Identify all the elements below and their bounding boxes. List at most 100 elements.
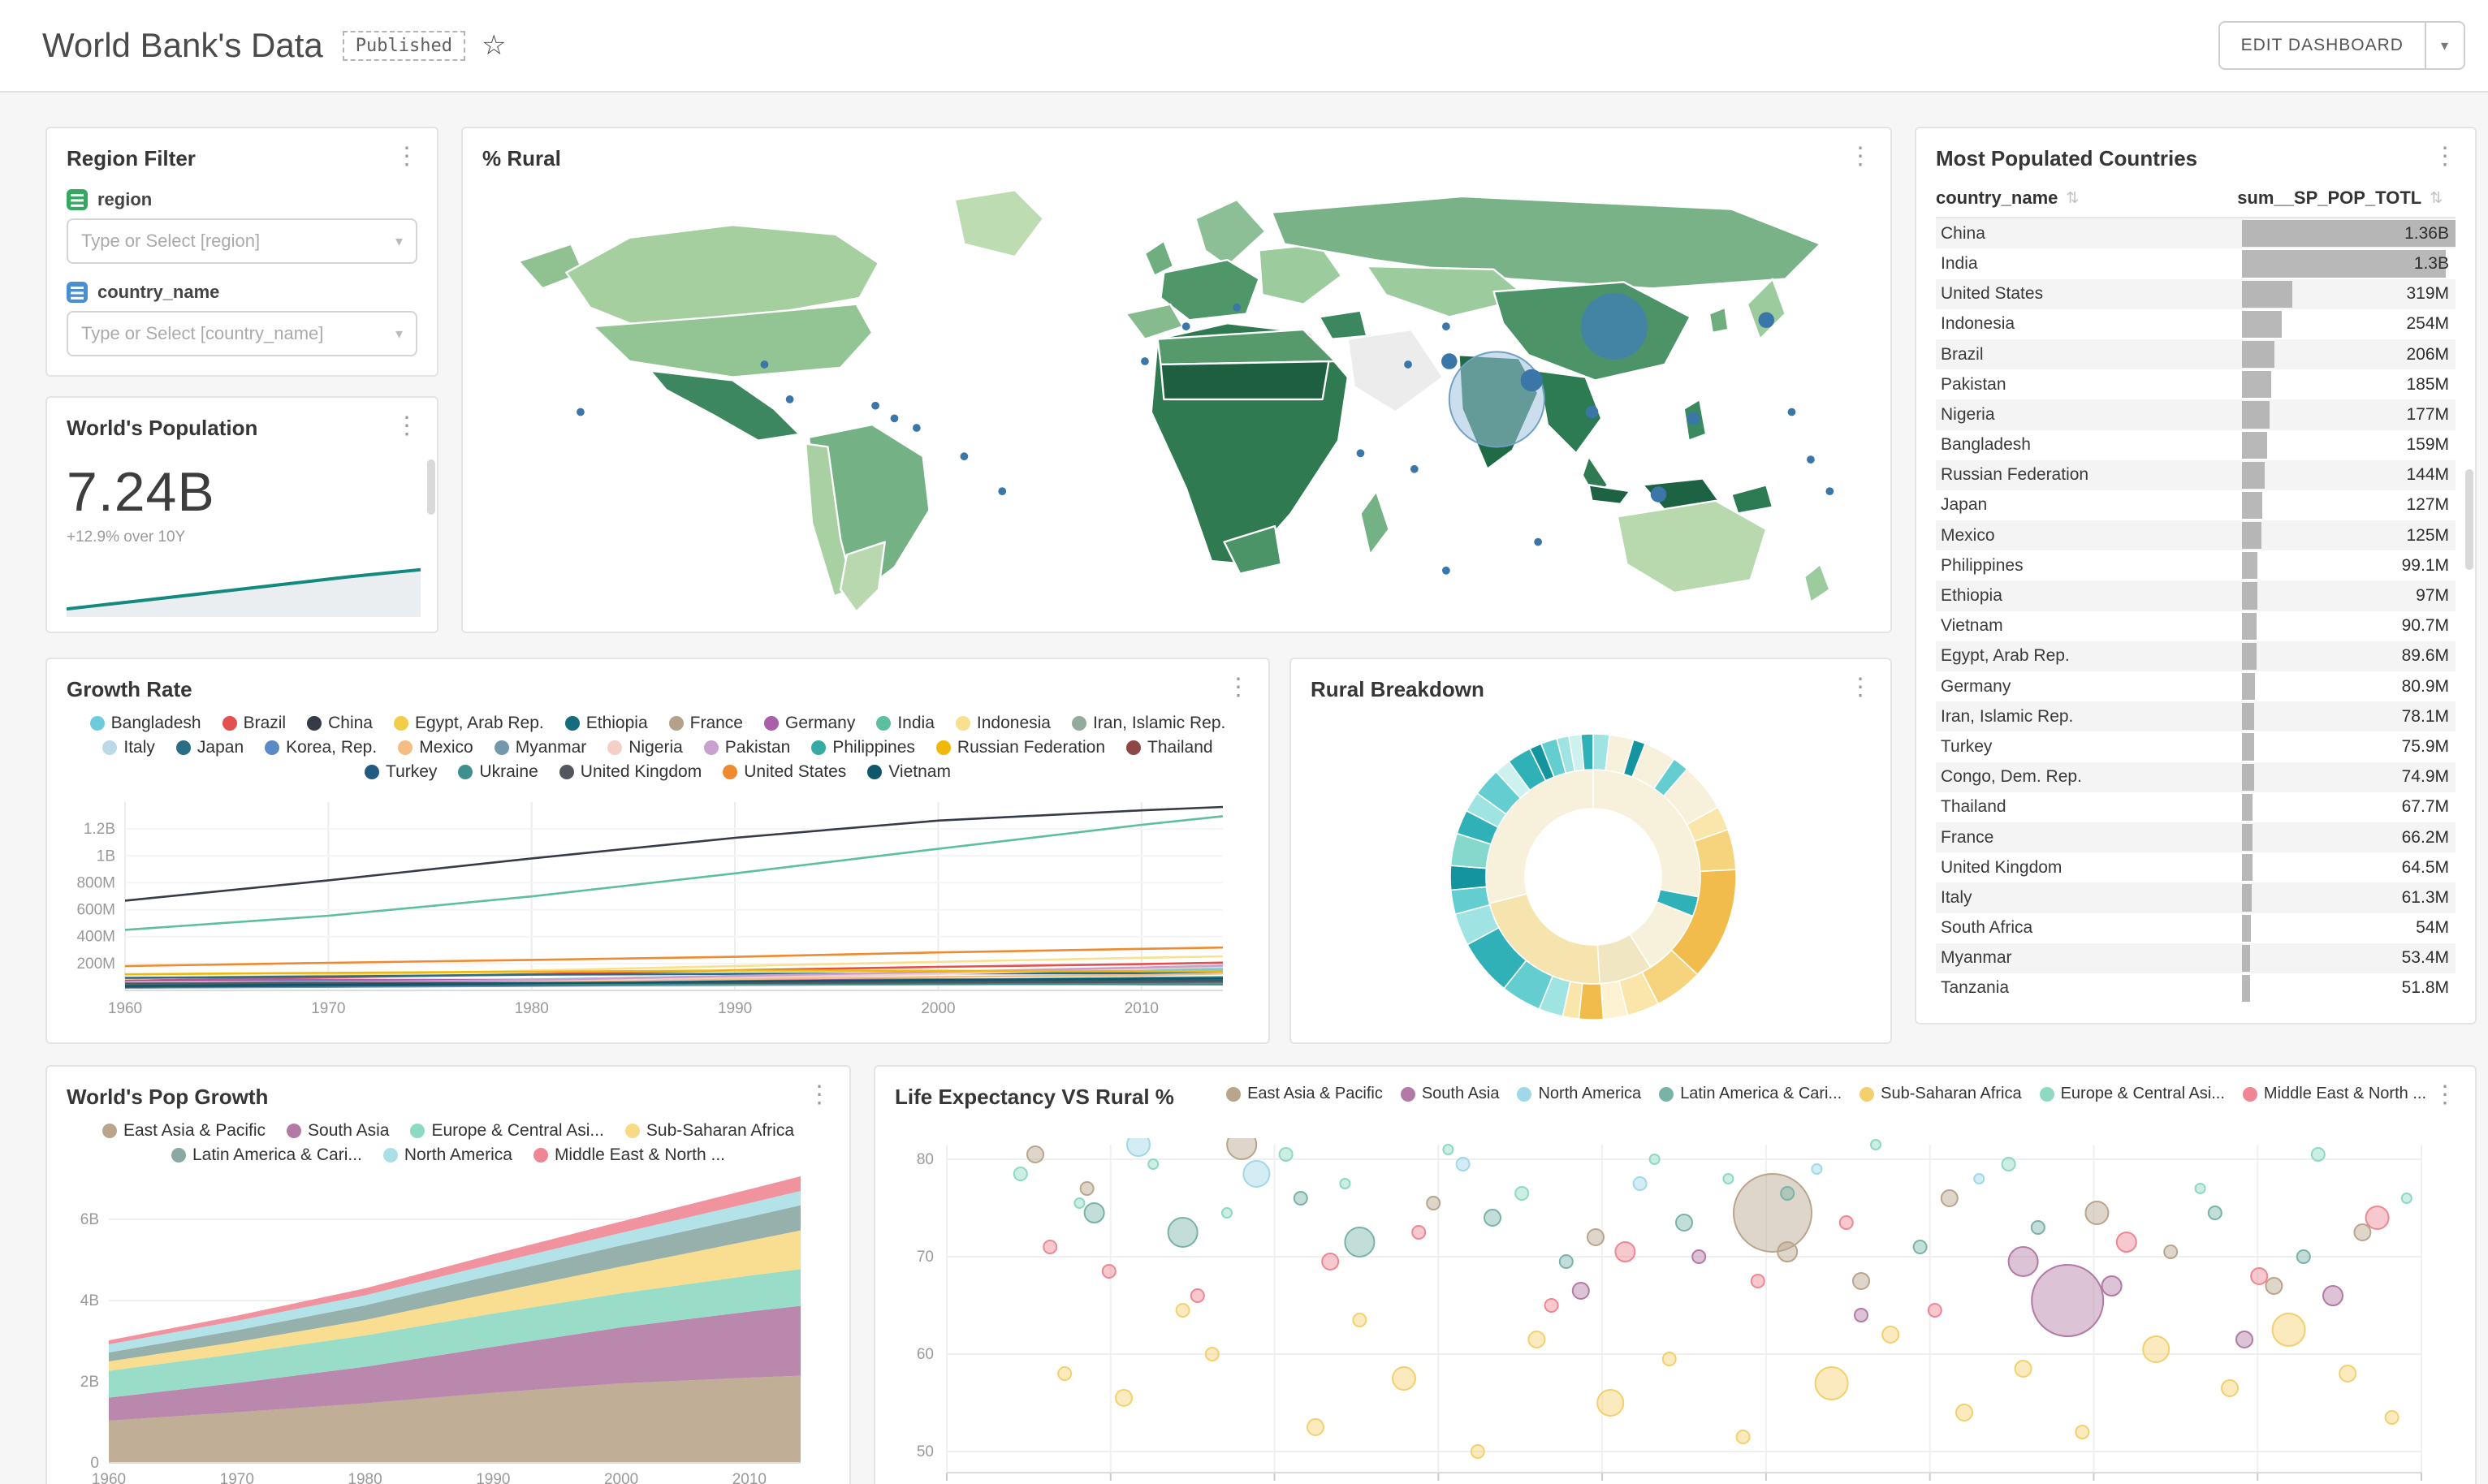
more-options-icon[interactable]: ⋮ (807, 1081, 831, 1108)
legend-item[interactable]: Sub-Saharan Africa (1860, 1085, 2022, 1103)
legend-label: Egypt, Arab Rep. (414, 714, 544, 733)
legend-item[interactable]: Brazil (222, 714, 286, 733)
value-bar (2242, 522, 2262, 550)
more-options-icon[interactable]: ⋮ (2433, 1081, 2457, 1108)
legend-item[interactable]: South Asia (1400, 1085, 1499, 1103)
legend-item[interactable]: North America (382, 1145, 512, 1165)
more-options-icon[interactable]: ⋮ (395, 412, 419, 439)
scrollbar[interactable] (427, 459, 435, 515)
table-row: Mexico 125M (1936, 520, 2456, 551)
value-bar (2242, 582, 2257, 610)
legend-label: Myanmar (515, 738, 587, 757)
rural-map-card: % Rural ⋮ (461, 127, 1892, 633)
favorite-star-icon[interactable]: ☆ (481, 30, 507, 61)
population-sparkline-chart[interactable] (66, 554, 421, 619)
legend-item[interactable]: South Asia (287, 1121, 389, 1141)
legend-item[interactable]: Egypt, Arab Rep. (393, 714, 544, 733)
legend-item[interactable]: Indonesia (955, 714, 1051, 733)
more-options-icon[interactable]: ⋮ (1848, 143, 1872, 170)
legend-item[interactable]: Sub-Saharan Africa (624, 1121, 794, 1141)
growth-rate-legend: Bangladesh Brazil China Egypt, Arab Rep. Eth… (67, 714, 1249, 782)
svg-text:1.2B: 1.2B (84, 821, 115, 838)
legend-swatch-icon (955, 716, 970, 731)
legend-item[interactable]: Russian Federation (935, 738, 1105, 757)
value-bar (2242, 673, 2255, 701)
legend-item[interactable]: Nigeria (607, 738, 683, 757)
column-header[interactable]: country_name (1936, 188, 2058, 209)
svg-text:2000: 2000 (921, 1000, 955, 1017)
life-expectancy-chart[interactable]: 80 70 60 50 (875, 1129, 2439, 1484)
sort-icon[interactable]: ⇅ (2066, 189, 2080, 207)
value-bar (2242, 884, 2252, 912)
legend-swatch-icon (307, 716, 322, 731)
legend-item[interactable]: Latin America & Cari... (1659, 1085, 1842, 1103)
legend-label: East Asia & Pacific (123, 1121, 266, 1141)
scrollbar[interactable] (2465, 469, 2473, 570)
sort-icon[interactable]: ⇅ (2430, 189, 2443, 207)
legend-item[interactable]: China (307, 714, 373, 733)
legend-item[interactable]: United Kingdom (559, 762, 702, 782)
svg-text:70: 70 (917, 1249, 934, 1266)
table-row: Nigeria 177M (1936, 399, 2456, 430)
legend-item[interactable]: Iran, Islamic Rep. (1071, 714, 1225, 733)
legend-item[interactable]: Latin America & Cari... (171, 1145, 362, 1165)
legend-item[interactable]: Bangladesh (89, 714, 201, 733)
world-map-chart[interactable] (479, 170, 1874, 622)
legend-item[interactable]: Korea, Rep. (265, 738, 377, 757)
more-options-icon[interactable]: ⋮ (1226, 674, 1250, 701)
legend-item[interactable]: Pakistan (703, 738, 790, 757)
legend-item[interactable]: India (876, 714, 935, 733)
legend-item[interactable]: Germany (763, 714, 855, 733)
legend-item[interactable]: Europe & Central Asi... (2039, 1085, 2225, 1103)
legend-label: Thailand (1147, 738, 1213, 757)
legend-item[interactable]: Turkey (365, 762, 437, 782)
more-options-icon[interactable]: ⋮ (2433, 143, 2457, 170)
legend-item[interactable]: North America (1517, 1085, 1641, 1103)
header-menu-button[interactable]: ▾ (2425, 21, 2465, 70)
country-name-select[interactable]: Type or Select [country_name] ▾ (67, 311, 417, 357)
svg-text:2000: 2000 (604, 1471, 638, 1484)
legend-item[interactable]: Middle East & North ... (2242, 1085, 2426, 1103)
more-options-icon[interactable]: ⋮ (395, 143, 419, 170)
legend-item[interactable]: East Asia & Pacific (1226, 1085, 1383, 1103)
pop-growth-chart[interactable]: 0 2B 4B 6B 1960 1970 1980 1990 2000 2010 (47, 1167, 814, 1484)
legend-item[interactable]: Philippines (811, 738, 915, 757)
legend-label: North America (404, 1145, 512, 1165)
card-title: Rural Breakdown (1311, 677, 1484, 701)
legend-item[interactable]: Europe & Central Asi... (410, 1121, 604, 1141)
legend-swatch-icon (876, 716, 892, 731)
region-select[interactable]: Type or Select [region] ▾ (67, 218, 417, 265)
table-row: Thailand 67.7M (1936, 792, 2456, 822)
more-options-icon[interactable]: ⋮ (1848, 674, 1872, 701)
legend-item[interactable]: Italy (102, 738, 155, 757)
legend-item[interactable]: Middle East & North ... (533, 1145, 725, 1165)
legend-item[interactable]: Thailand (1126, 738, 1213, 757)
legend-item[interactable]: Japan (175, 738, 244, 757)
legend-label: Sub-Saharan Africa (1881, 1085, 2022, 1102)
legend-item[interactable]: Vietnam (867, 762, 951, 782)
legend-item[interactable]: Mexico (398, 738, 473, 757)
legend-item[interactable]: France (668, 714, 743, 733)
legend-item[interactable]: Ukraine (458, 762, 538, 782)
value-bar (2242, 250, 2446, 278)
life-expectancy-card: Life Expectancy VS Rural % ⋮ East Asia &… (874, 1065, 2477, 1484)
svg-text:6B: 6B (80, 1211, 99, 1228)
column-header[interactable]: sum__SP_POP_TOTL (2237, 188, 2422, 209)
legend-label: Italy (123, 738, 155, 757)
rural-breakdown-chart[interactable] (1307, 698, 1879, 1042)
legend-item[interactable]: East Asia & Pacific (102, 1121, 266, 1141)
legend-swatch-icon (564, 716, 580, 731)
legend-label: United Kingdom (580, 762, 702, 782)
growth-rate-chart[interactable]: 1960 1970 1980 1990 2000 2010 200M 400M 600M 800M… (47, 789, 1233, 1042)
legend-item[interactable]: Ethiopia (564, 714, 648, 733)
legend-item[interactable]: Myanmar (494, 738, 587, 757)
table-row: Pakistan 185M (1936, 369, 2456, 399)
edit-dashboard-button[interactable]: EDIT DASHBOARD (2218, 21, 2426, 70)
status-badge[interactable]: Published (342, 30, 465, 61)
legend-item[interactable]: United States (723, 762, 846, 782)
legend-label: Europe & Central Asi... (2060, 1085, 2225, 1102)
legend-swatch-icon (703, 740, 719, 756)
legend-swatch-icon (1860, 1086, 1875, 1102)
legend-swatch-icon (89, 716, 105, 731)
